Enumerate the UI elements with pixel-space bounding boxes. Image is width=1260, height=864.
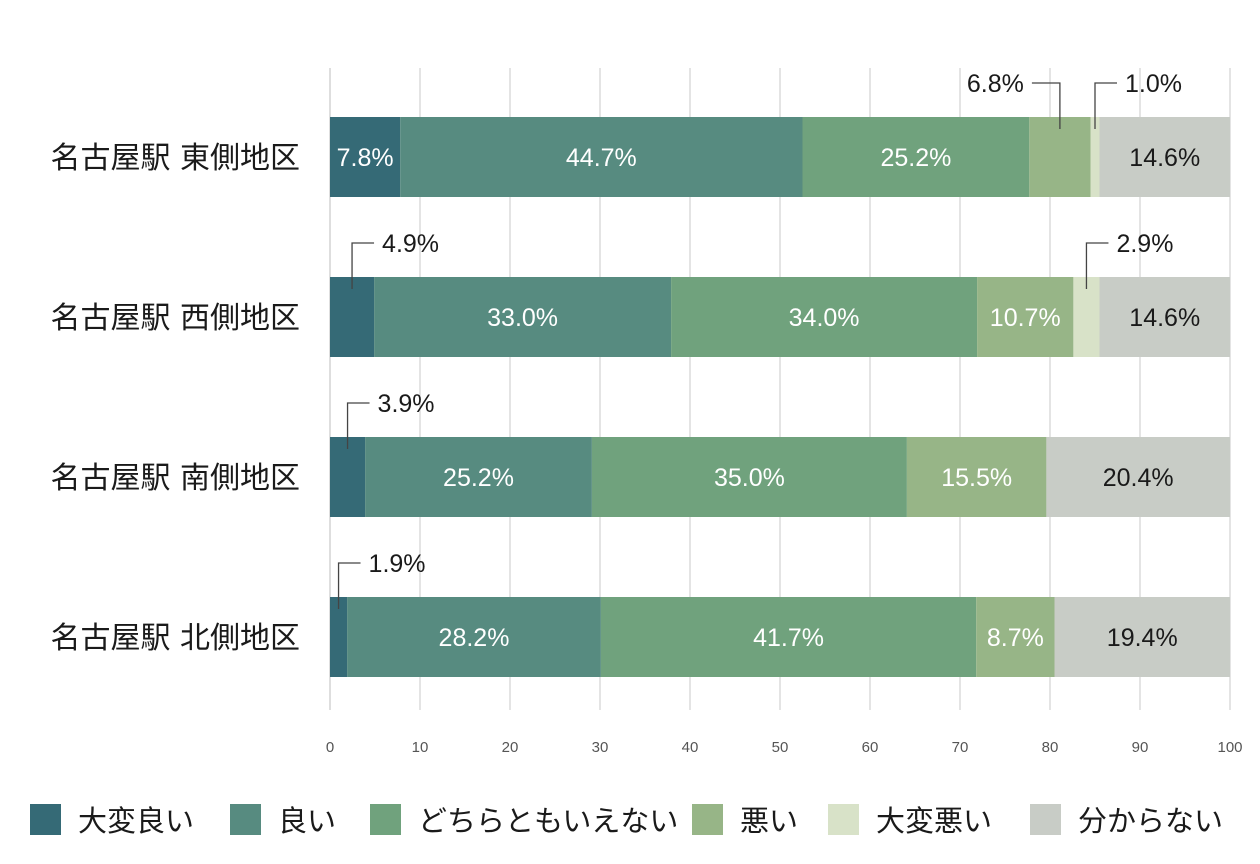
data-label: 44.7% [566,144,637,172]
data-label: 14.6% [1129,144,1200,172]
bar-segment [374,277,672,357]
bar-segment [347,597,601,677]
bar-segment [400,117,803,197]
data-label: 10.7% [990,304,1061,332]
bar-segment [977,277,1074,357]
legend-swatch [1030,804,1061,835]
legend-label: 良い [278,804,336,838]
callouts: 6.8% 1.0% 4.9% 2.9% 3.9% 1.9% [337,70,1182,609]
data-label: 1.9% [369,550,426,578]
bar-segment [1029,117,1091,197]
bar-segment [330,277,375,357]
data-label: 2.9% [1116,230,1173,258]
bars [330,117,1230,677]
bar-segment [1099,277,1230,357]
bar-segment [906,437,1047,517]
data-label: 34.0% [789,304,860,332]
legend-label: 大変悪い [876,804,992,838]
data-label: 14.6% [1129,304,1200,332]
bar-segment [365,437,592,517]
bar-segment [330,597,348,677]
legend-swatch [828,804,859,835]
callout-line [1085,242,1109,289]
data-label: 20.4% [1103,464,1174,492]
bar-segment [1046,437,1230,517]
bar-segment [600,597,977,677]
bar-segment [802,117,1030,197]
x-tick-labels: 0 10 20 30 40 50 60 70 80 90 100 [326,739,1243,756]
category-label: 名古屋駅 西側地区 [50,301,300,336]
data-label: 19.4% [1107,624,1178,652]
x-tick-label: 90 [1132,739,1149,756]
x-tick-label: 40 [682,739,699,756]
category-label: 名古屋駅 東側地区 [50,141,300,176]
legend-swatch [692,804,723,835]
callout-line [1094,82,1117,129]
category-label: 名古屋駅 北側地区 [50,621,300,656]
bar-segment [1099,117,1230,197]
x-tick-label: 10 [412,739,429,756]
x-tick-label: 100 [1217,739,1242,756]
data-label: 6.8% [967,70,1024,98]
legend-swatch [230,804,261,835]
x-tick-label: 50 [772,739,789,756]
callout-line [1031,82,1061,129]
bar-segment [1090,117,1100,197]
data-label: 25.2% [443,464,514,492]
legend-label: 大変良い [78,804,194,838]
bar-segment [671,277,978,357]
bar-segment [976,597,1055,677]
legend-swatch [370,804,401,835]
bar-labels: 7.8% 44.7% 25.2% 14.6% 33.0% 34.0% 10.7% 14.6% 2… [337,144,1201,652]
legend-swatch [30,804,61,835]
category-label: 名古屋駅 南側地区 [50,461,300,496]
callout-line [337,562,361,609]
callout-line [351,242,375,289]
data-label: 7.8% [337,144,394,172]
data-label: 25.2% [880,144,951,172]
data-label: 33.0% [487,304,558,332]
legend-label: 悪い [740,804,798,838]
bar-segment [330,117,401,197]
bar-segment [1054,597,1230,677]
data-label: 41.7% [753,624,824,652]
data-label: 8.7% [987,624,1044,652]
legend-label: 分からない [1078,804,1223,838]
x-tick-label: 0 [326,739,334,756]
x-tick-label: 30 [592,739,609,756]
data-label: 28.2% [439,624,510,652]
legend: 大変良い 良い どちらともいえない 悪い 大変悪い 分からない [30,804,1223,838]
x-tick-label: 70 [952,739,969,756]
x-tick-label: 80 [1042,739,1059,756]
bar-segment [330,437,366,517]
x-tick-label: 20 [502,739,519,756]
data-label: 1.0% [1125,70,1182,98]
data-label: 3.9% [378,390,435,418]
x-tick-label: 60 [862,739,879,756]
data-label: 15.5% [941,464,1012,492]
bar-segment [1073,277,1100,357]
bar-segment [591,437,907,517]
legend-label: どちらともいえない [418,804,678,838]
callout-line [346,402,370,449]
data-label: 35.0% [714,464,785,492]
data-label: 4.9% [382,230,439,258]
